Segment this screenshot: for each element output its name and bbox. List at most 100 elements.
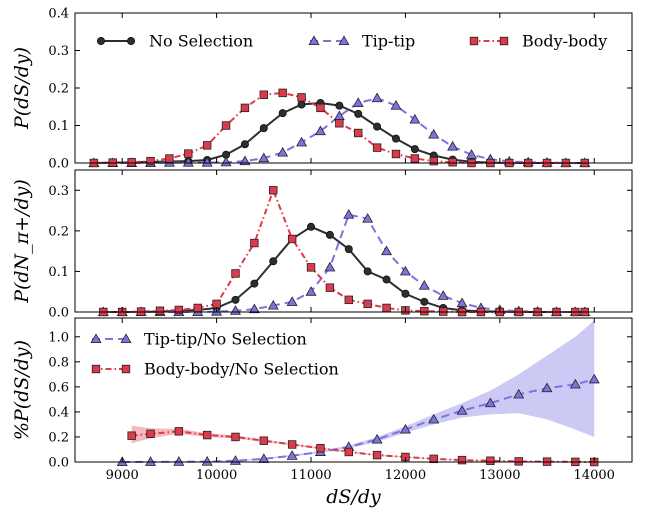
data-point-triangle xyxy=(456,405,468,415)
data-point-triangle xyxy=(390,100,402,110)
data-point-triangle xyxy=(371,92,383,103)
data-point-triangle xyxy=(314,125,326,136)
legend-marker xyxy=(90,333,102,344)
y-tick-label: 0.1 xyxy=(48,265,69,280)
y-tick-label: 0.8 xyxy=(48,355,69,370)
data-point-square xyxy=(259,90,269,99)
legend-marker xyxy=(97,37,106,46)
data-point-square xyxy=(240,103,250,113)
data-point-square xyxy=(335,119,344,128)
data-point-square xyxy=(344,295,353,305)
data-point-square xyxy=(174,305,184,315)
data-point-triangle xyxy=(362,213,374,223)
data-point-square xyxy=(410,154,420,163)
y-axis-label: P(dS/dy) xyxy=(11,47,33,130)
y-tick-label: 0.0 xyxy=(48,306,69,321)
data-point-square xyxy=(212,299,221,309)
data-point-circle xyxy=(325,230,334,239)
data-point-triangle xyxy=(182,157,194,167)
data-point-triangle xyxy=(371,433,383,444)
data-point-triangle xyxy=(220,156,232,167)
data-point-circle xyxy=(259,124,268,133)
data-point-square xyxy=(287,234,297,244)
data-point-triangle xyxy=(418,280,430,290)
data-point-square xyxy=(372,450,382,460)
data-point-circle xyxy=(297,100,306,109)
data-point-triangle xyxy=(296,136,308,147)
data-point-triangle xyxy=(381,245,393,256)
data-point-triangle xyxy=(428,413,440,424)
data-point-triangle xyxy=(428,128,440,139)
legend-marker xyxy=(121,364,131,374)
data-point-square xyxy=(269,186,278,195)
y-tick-label: 0.4 xyxy=(48,7,69,22)
data-point-circle xyxy=(250,279,259,288)
x-tick-label: 13000 xyxy=(479,468,520,483)
legend-marker xyxy=(499,36,509,46)
legend-label: Body-body/No Selection xyxy=(144,360,339,379)
data-point-square xyxy=(231,432,240,442)
plot-frame xyxy=(74,169,633,313)
data-point-square xyxy=(354,128,363,138)
panel-2: 0.0 0.1 0.2 0.3 P(dN_π+/dy) xyxy=(11,169,633,321)
y-tick-label: 0.1 xyxy=(48,119,69,134)
data-point-triangle xyxy=(456,297,468,308)
data-point-triangle xyxy=(541,382,553,393)
legend-body-body: Body-body xyxy=(469,32,607,51)
data-point-square xyxy=(202,430,212,440)
data-point-circle xyxy=(269,257,278,266)
data-point-triangle xyxy=(447,140,459,151)
data-point-triangle xyxy=(324,261,336,272)
data-point-square xyxy=(146,156,155,166)
data-point-square xyxy=(372,143,382,152)
data-point-triangle xyxy=(409,113,421,124)
data-point-square xyxy=(146,429,155,439)
legend-body-body-ratio: Body-body/No Selection xyxy=(91,360,339,379)
data-point-circle xyxy=(307,222,316,231)
data-point-square xyxy=(344,447,353,457)
data-point-square xyxy=(306,263,316,272)
x-tick-label: 12000 xyxy=(385,468,426,483)
series-line-square xyxy=(131,430,595,463)
data-point-square xyxy=(429,454,438,464)
data-point-square xyxy=(429,156,438,166)
data-point-circle xyxy=(240,140,249,149)
legend-label: Body-body xyxy=(522,32,607,51)
legend-tip-tip-ratio: Tip-tip/No Selection xyxy=(90,330,307,349)
data-point-square xyxy=(165,154,174,163)
data-point-square xyxy=(259,436,269,445)
y-tick-label: 0.3 xyxy=(48,184,69,199)
data-point-square xyxy=(363,299,372,309)
data-point-circle xyxy=(373,122,382,131)
data-point-square xyxy=(202,141,212,150)
data-point-square xyxy=(127,158,136,167)
legend-marker xyxy=(127,37,136,46)
data-point-triangle xyxy=(305,286,317,296)
y-axis-label: %P(dS/dy) xyxy=(11,340,33,440)
data-point-square xyxy=(325,283,335,292)
legend-label: Tip-tip xyxy=(362,32,415,51)
data-point-triangle xyxy=(352,97,364,107)
y-tick-label: 0.4 xyxy=(48,405,69,420)
data-point-square xyxy=(420,306,429,316)
legend-marker xyxy=(338,35,350,45)
data-point-triangle xyxy=(399,265,411,276)
data-point-square xyxy=(184,149,193,158)
data-point-triangle xyxy=(343,209,355,219)
data-point-triangle xyxy=(173,456,185,466)
data-point-circle xyxy=(410,145,419,154)
data-point-triangle xyxy=(484,397,496,408)
data-point-circle xyxy=(401,289,410,298)
data-point-triangle xyxy=(277,146,289,157)
data-point-circle xyxy=(382,275,391,284)
data-point-triangle xyxy=(569,378,581,389)
data-point-circle xyxy=(278,109,287,118)
data-point-square xyxy=(127,431,136,440)
data-point-triangle xyxy=(286,296,298,306)
data-point-square xyxy=(457,455,467,465)
data-point-circle xyxy=(391,134,400,143)
panel-1: 0.0 0.1 0.2 0.3 0.4 P(dS/dy) xyxy=(11,7,633,172)
data-point-square xyxy=(316,103,325,113)
data-point-square xyxy=(231,269,240,278)
